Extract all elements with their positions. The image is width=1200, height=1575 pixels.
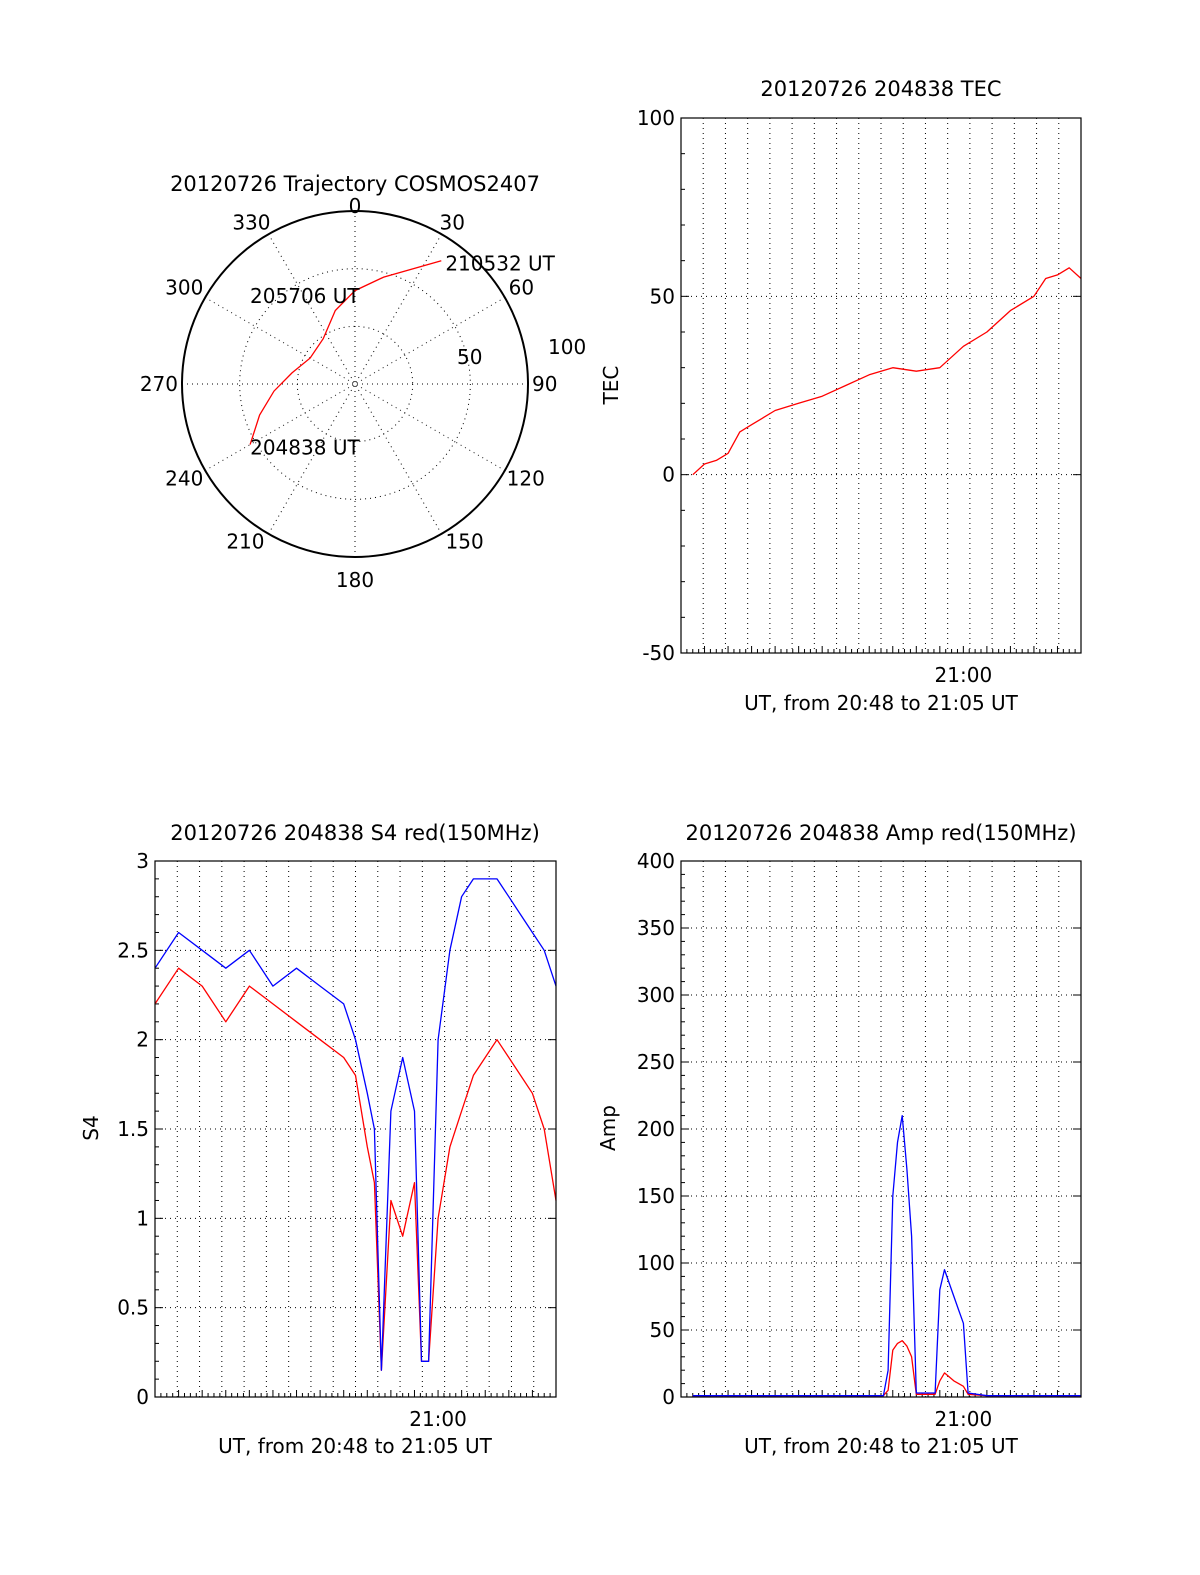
s4-title: 20120726 204838 S4 red(150MHz) [170, 821, 540, 845]
polar-ring [296, 325, 414, 443]
s4-ytick-label: 1.5 [117, 1117, 149, 1141]
amp-frame [680, 860, 1082, 1398]
amp-ytick-label: 100 [637, 1251, 675, 1275]
polar-angle-label: 210 [226, 530, 264, 554]
amp-series-1 [692, 1114, 1081, 1397]
polar-grid [181, 210, 529, 558]
s4-xtick-label: 21:00 [409, 1407, 467, 1431]
polar-angle-label: 120 [507, 467, 545, 491]
trajectory-annotation: 205706 UT [250, 284, 360, 308]
polar-annotations: 210532 UT 205706 UT 204838 UT [250, 252, 556, 460]
tec-title: 20120726 204838 TEC [760, 77, 1001, 101]
amp-ytick-label: 300 [637, 983, 675, 1007]
amp-title: 20120726 204838 Amp red(150MHz) [685, 821, 1076, 845]
polar-ring [239, 268, 471, 500]
amp-ytick-label: 150 [637, 1184, 675, 1208]
tec-xtick-label: 21:00 [935, 663, 993, 687]
amp-xlabel: UT, from 20:48 to 21:05 UT [744, 1434, 1019, 1458]
amp-ytick-label: 200 [637, 1117, 675, 1141]
s4-ytick-label: 2 [136, 1028, 149, 1052]
polar-angle-label: 30 [440, 210, 465, 234]
polar-angle-label: 240 [165, 467, 203, 491]
polar-angle-label: 180 [336, 568, 374, 592]
amp-xtick-label: 21:00 [935, 1407, 993, 1431]
s4-ytick-label: 0.5 [117, 1296, 149, 1320]
s4-series-0 [154, 967, 557, 1371]
s4-xlabel: UT, from 20:48 to 21:05 UT [218, 1434, 493, 1458]
tec-series-0 [692, 267, 1082, 476]
s4-panel: 20120726 204838 S4 red(150MHz) UT, from … [79, 821, 557, 1458]
amp-ytick-label: 50 [650, 1318, 675, 1342]
tec-ytick-label: 50 [650, 284, 675, 308]
s4-ylabel: S4 [79, 1115, 103, 1140]
s4-ytick-label: 2.5 [117, 938, 149, 962]
polar-angle-label: 270 [140, 372, 178, 396]
amp-panel: 20120726 204838 Amp red(150MHz) UT, from… [596, 821, 1082, 1458]
polar-labels: 0 30 60 90 120 150 180 210 240 270 300 330 50 100 [140, 194, 586, 592]
s4-series-1 [154, 878, 557, 1371]
amp-ytick-label: 350 [637, 916, 675, 940]
polar-series [249, 260, 442, 445]
s4-ytick-label: 3 [136, 849, 149, 873]
tec-ytick-label: -50 [642, 641, 675, 665]
polar-angle-label: 60 [509, 276, 534, 300]
tec-xlabel: UT, from 20:48 to 21:05 UT [744, 691, 1019, 715]
polar-angle-label: 90 [532, 372, 557, 396]
trajectory-annotation: 204838 UT [250, 436, 360, 460]
amp-ytick-label: 400 [637, 849, 675, 873]
trajectory-panel: 20120726 Trajectory COSMOS2407 0 30 60 90 12… [140, 172, 586, 592]
tec-panel: 20120726 204838 TEC UT, from 20:48 to 21… [599, 77, 1082, 715]
tec-ytick-label: 100 [637, 106, 675, 130]
tec-ytick-label: 0 [662, 463, 675, 487]
polar-angle-label: 330 [232, 210, 270, 234]
polar-spoke [268, 233, 442, 535]
amp-ytick-label: 250 [637, 1050, 675, 1074]
polar-radius-label: 50 [457, 345, 482, 369]
trajectory-path [249, 260, 442, 445]
s4-ytick-label: 0 [136, 1385, 149, 1409]
polar-radius-label: 100 [548, 335, 586, 359]
tec-frame [680, 117, 1082, 654]
amp-ytick-label: 0 [662, 1385, 675, 1409]
polar-angle-label: 0 [349, 194, 362, 218]
polar-angle-label: 150 [446, 530, 484, 554]
amp-ylabel: Amp [596, 1105, 620, 1151]
s4-frame [154, 860, 557, 1398]
trajectory-annotation: 210532 UT [445, 252, 555, 276]
trajectory-title: 20120726 Trajectory COSMOS2407 [170, 172, 540, 196]
tec-ylabel: TEC [599, 366, 623, 406]
polar-angle-label: 300 [165, 276, 203, 300]
s4-ytick-label: 1 [136, 1206, 149, 1230]
amp-series-0 [692, 1340, 1081, 1397]
polar-spoke [268, 233, 442, 535]
